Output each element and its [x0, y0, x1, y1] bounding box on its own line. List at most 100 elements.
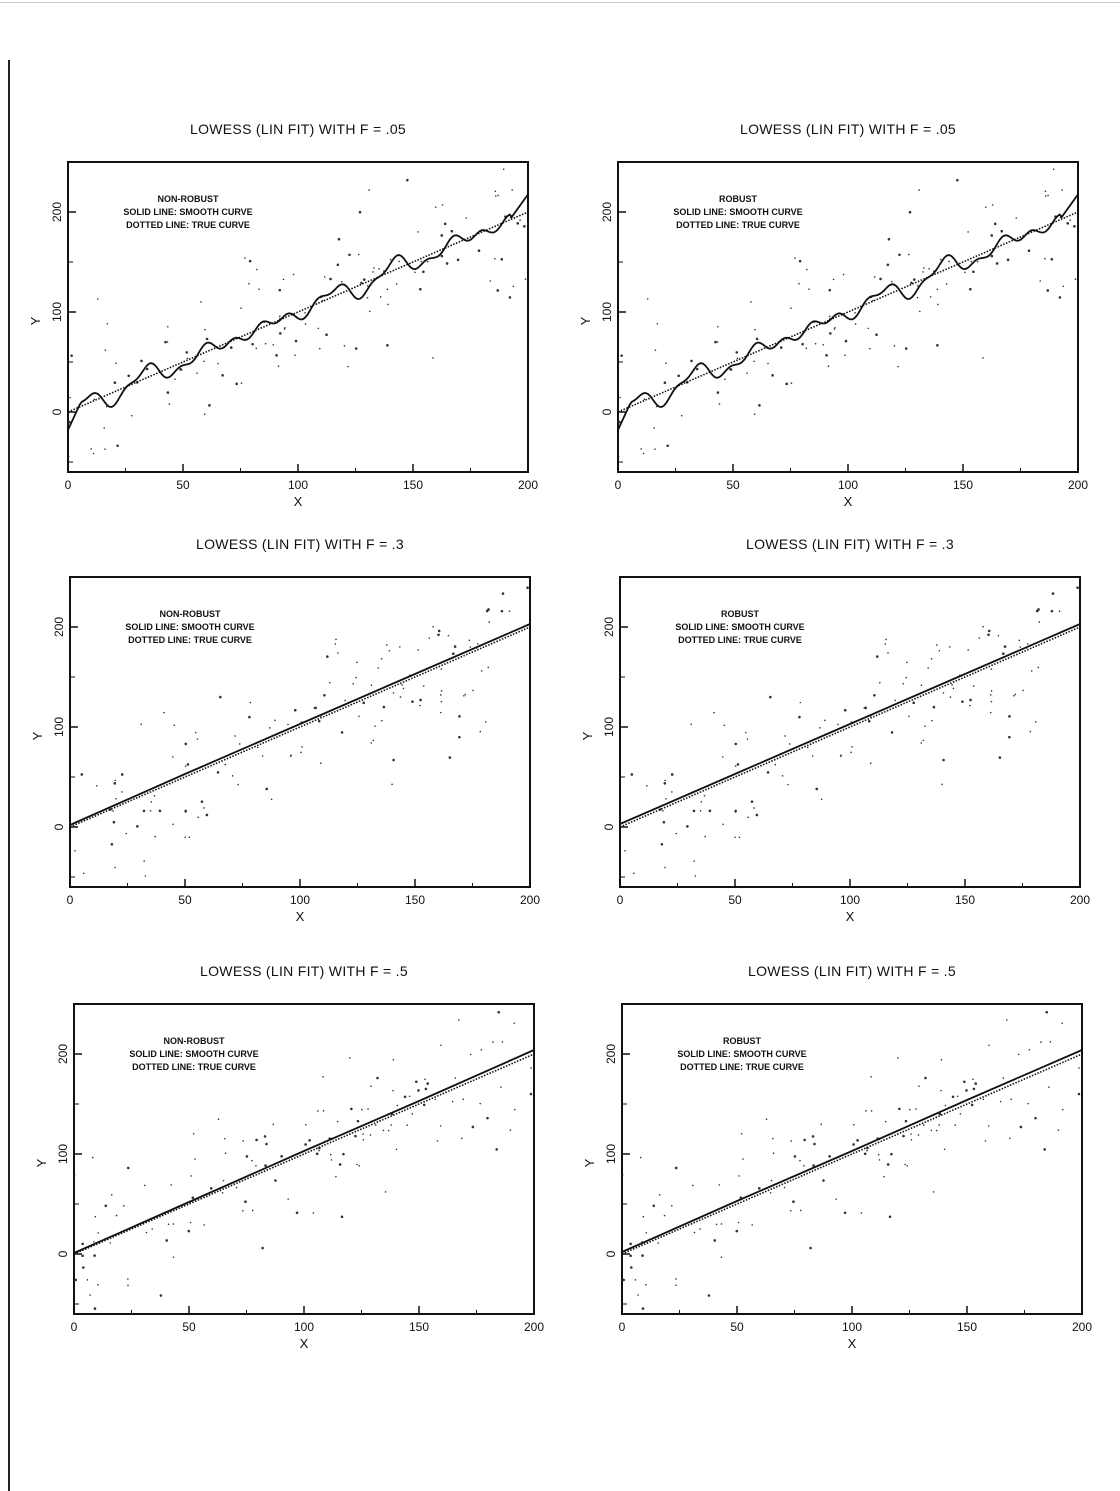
scatter-point — [378, 268, 380, 270]
scatter-point — [315, 1152, 319, 1156]
scatter-point — [91, 1156, 94, 1159]
scatter-point — [867, 327, 870, 330]
scatter-point — [502, 168, 505, 171]
scatter-point — [988, 1044, 990, 1047]
scatter-point — [110, 842, 114, 846]
x-tick-label: 0 — [65, 478, 72, 492]
scatter-point — [344, 699, 347, 702]
scatter-point — [68, 455, 70, 458]
scatter-point — [922, 271, 924, 273]
scatter-point — [224, 1137, 226, 1140]
x-tick-label: 150 — [405, 893, 425, 907]
scatter-point — [904, 1163, 906, 1166]
x-tick-label: 200 — [1068, 478, 1088, 492]
scatter-point — [833, 328, 836, 330]
scatter-point — [382, 1129, 385, 1132]
scatter-point — [766, 771, 770, 774]
scatter-point — [208, 404, 211, 407]
scatter-point — [508, 610, 511, 612]
scatter-point — [388, 649, 391, 652]
scatter-point — [794, 257, 796, 259]
scatter-point — [272, 343, 275, 346]
scatter-point — [512, 285, 515, 288]
scatter-point — [1026, 643, 1029, 645]
scatter-point — [1019, 1125, 1023, 1129]
scatter-point — [735, 351, 739, 354]
scatter-point — [362, 701, 366, 705]
scatter-point — [80, 773, 84, 776]
scatter-point — [916, 296, 919, 299]
scatter-point — [905, 676, 907, 679]
scatter-point — [642, 1215, 645, 1218]
chart-panel-middle-left: LOWESS (LIN FIT) WITH F = .3 0 50 100 150 200… — [20, 525, 540, 935]
scatter-point — [261, 1246, 264, 1250]
scatter-point — [686, 825, 689, 828]
smooth-curve-line — [69, 623, 531, 826]
scatter-point — [908, 253, 910, 256]
scatter-point — [1006, 258, 1010, 262]
scatter-point — [399, 646, 401, 648]
scatter-point — [89, 1294, 91, 1296]
annotation-line: DOTTED LINE: TRUE CURVE — [676, 220, 800, 230]
scatter-point — [184, 811, 187, 813]
scatter-point — [814, 342, 817, 345]
scatter-point — [844, 339, 848, 343]
y-tick-label: 0 — [600, 408, 614, 415]
scatter-point — [694, 875, 697, 877]
scatter-point — [248, 282, 250, 285]
scatter-point — [798, 282, 800, 285]
scatter-point — [1019, 646, 1022, 648]
scatter-point — [908, 210, 912, 214]
scatter-point — [878, 1159, 881, 1161]
scatter-point — [809, 1246, 812, 1250]
scatter-point — [350, 1107, 353, 1111]
scatter-point — [94, 1215, 97, 1218]
x-tick-label: 100 — [842, 1320, 862, 1334]
scatter-point — [938, 649, 941, 652]
scatter-point — [916, 285, 919, 287]
scatter-point — [912, 701, 916, 705]
scatter-point — [509, 1129, 512, 1131]
scatter-point — [362, 1138, 365, 1141]
chart-svg: LOWESS (LIN FIT) WITH F = .3 0 50 100 150 200… — [580, 536, 1090, 924]
scatter-point — [86, 1279, 89, 1281]
scatter-point — [790, 1140, 793, 1142]
scatter-point — [106, 322, 109, 325]
scatter-point — [529, 1092, 533, 1096]
scatter-point — [391, 783, 393, 786]
scatter-point — [440, 254, 444, 258]
scatter-point — [305, 1123, 307, 1126]
scatter-point — [956, 1095, 959, 1098]
scatter-point — [355, 676, 357, 679]
scatter-point — [820, 1123, 823, 1126]
scatter-point — [619, 396, 621, 399]
scatter-point — [873, 693, 876, 697]
scatter-point — [1040, 1041, 1042, 1043]
scatter-point — [769, 1192, 772, 1194]
annotation-line: SOLID LINE: SMOOTH CURVE — [677, 1049, 806, 1059]
scatter-point — [716, 341, 719, 343]
scatter-point — [1028, 1048, 1031, 1051]
scatter-point — [476, 643, 479, 645]
scatter-point — [936, 344, 939, 347]
scatter-point — [643, 398, 646, 401]
scatter-point — [864, 706, 867, 710]
scatter-point — [258, 288, 260, 290]
scatter-point — [943, 1148, 946, 1151]
scatter-point — [439, 1125, 442, 1127]
scatter-point — [832, 278, 835, 281]
scatter-point — [854, 323, 857, 325]
scatter-point — [494, 190, 497, 193]
scatter-point — [204, 328, 206, 331]
scatter-point — [358, 1165, 361, 1167]
scatter-point — [811, 755, 814, 757]
scatter-point — [104, 349, 107, 351]
scatter-point — [737, 1221, 740, 1224]
scatter-point — [82, 872, 85, 875]
scatter-point — [885, 638, 887, 641]
scatter-point — [461, 1137, 463, 1140]
scatter-point — [265, 1142, 268, 1146]
scatter-point — [127, 1284, 129, 1287]
scatter-point — [645, 1232, 648, 1234]
scatter-point — [721, 756, 724, 758]
